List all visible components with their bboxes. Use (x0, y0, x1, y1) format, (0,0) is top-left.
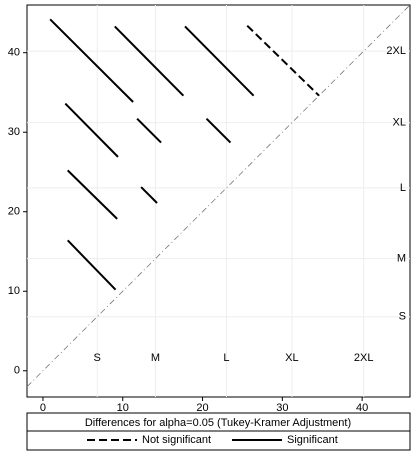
y-tick-label: 10 (8, 285, 20, 297)
comparison-segment (49, 18, 134, 103)
y-tick-label: 30 (8, 126, 20, 138)
level-label-y: XL (393, 117, 406, 129)
comparison-segment (246, 24, 320, 97)
x-tick-label: 20 (196, 402, 208, 414)
comparison-segment (66, 239, 117, 291)
y-tick-label: 40 (8, 47, 20, 59)
comparison-segment (205, 117, 232, 144)
level-label-x: XL (285, 352, 298, 364)
level-label-y: M (397, 253, 406, 265)
level-label-x: 2XL (354, 352, 374, 364)
x-tick-label: 40 (356, 402, 368, 414)
level-label-y: 2XL (386, 45, 406, 57)
level-label-y: S (399, 311, 406, 323)
level-label-x: L (223, 352, 229, 364)
comparison-segment (184, 25, 255, 97)
diagonal (26, 4, 411, 387)
legend-label: Significant (287, 434, 338, 446)
legend-title: Differences for alpha=0.05 (Tukey-Kramer… (85, 417, 351, 429)
y-tick-label: 0 (14, 365, 20, 377)
x-tick-label: 10 (117, 402, 129, 414)
x-tick-label: 30 (276, 402, 288, 414)
level-label-x: S (94, 352, 101, 364)
comparison-segment (136, 117, 162, 144)
comparison-segment (114, 25, 185, 97)
legend-label: Not significant (142, 434, 211, 446)
y-tick-label: 20 (8, 206, 20, 218)
level-label-y: L (400, 182, 406, 194)
plot-frame (26, 4, 411, 398)
comparison-segment (64, 102, 119, 158)
x-tick-label: 0 (40, 402, 46, 414)
comparison-segment (140, 186, 158, 204)
comparison-segment (66, 169, 118, 220)
level-label-x: M (151, 352, 160, 364)
